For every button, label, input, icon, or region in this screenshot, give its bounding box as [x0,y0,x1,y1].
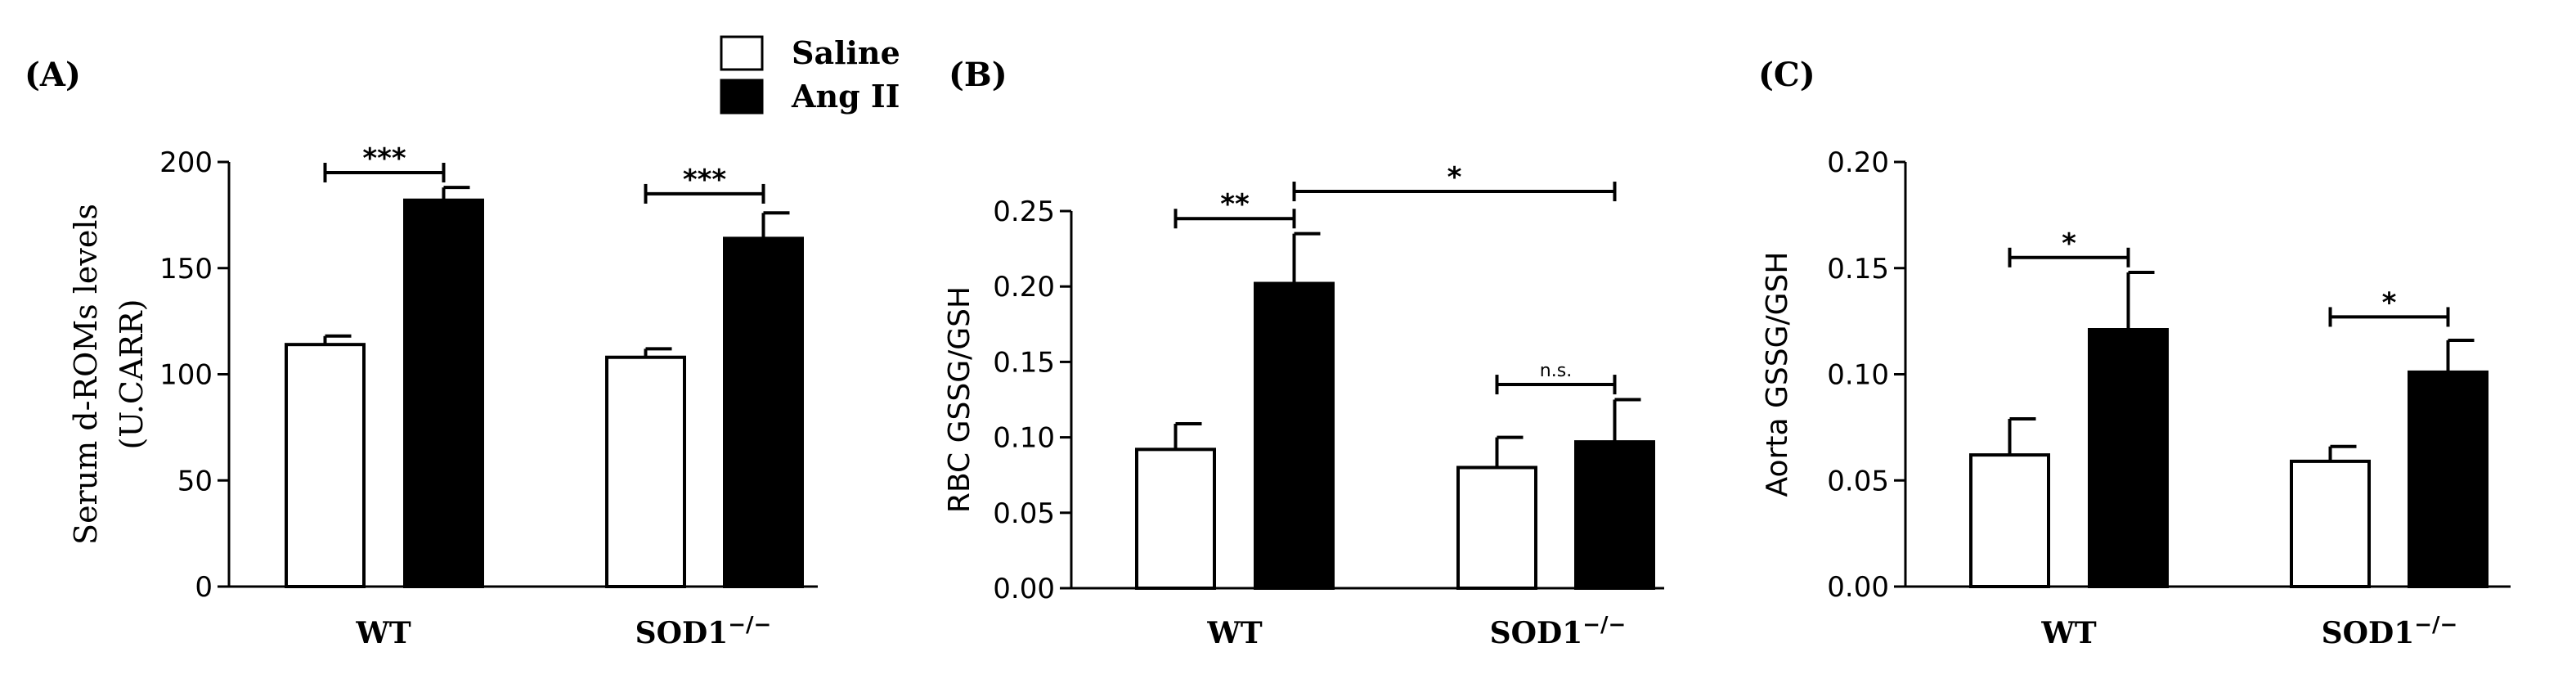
y-tick-label: 0.20 [993,271,1055,304]
y-tick-label: 0.25 [993,196,1055,228]
bar-sod1-ang-ii [2408,370,2488,588]
legend-label-ang-ii: Ang II [791,78,900,115]
significance-label: * [2062,227,2076,260]
panel-label-b: (B) [949,56,1008,94]
legend-swatch-saline [720,35,764,71]
bar-wt-ang-ii [403,198,484,589]
significance-label: * [1447,161,1462,194]
bar-wt-saline [1969,453,2050,588]
y-tick-label: 0.05 [1827,465,1889,497]
y-tick-label: 0 [195,571,213,604]
y-tick-label: 0.15 [1827,253,1889,286]
bar-wt-ang-ii [2088,328,2169,588]
legend-swatch-ang-ii [720,79,764,115]
panel-a: (A) 0 50 100 150 200 Serum d-ROMs levels (U.CAR… [25,56,818,650]
legend-label-saline: Saline [792,34,900,71]
x-tick-label: WT [2040,616,2096,650]
bar-wt-saline [1135,447,1216,590]
significance-label: ** [1220,188,1250,221]
x-tick-label: WT [355,616,411,650]
x-tick-label: WT [1206,616,1262,650]
y-axis-title: Serum d-ROMs levels [68,204,104,545]
y-tick-label: 0.15 [993,346,1055,379]
bar-wt-saline [285,343,366,588]
y-tick-label: 150 [159,253,213,286]
y-axis-subtitle: (U.CARR) [114,299,150,449]
bar-sod1-saline [1456,465,1537,590]
bar-sod1-ang-ii [723,236,804,588]
y-tick-label: 0.20 [1827,146,1889,179]
x-tick-label: SOD1−/− [2322,613,2458,650]
x-tick-label: SOD1−/− [635,613,772,650]
significance-label: n.s. [1540,361,1572,381]
bar-sod1-saline [605,355,686,588]
y-tick-label: 0.00 [1827,571,1889,604]
panel-label-c: (C) [1758,56,1815,94]
x-tick-label: SOD1−/− [1490,613,1627,650]
significance-label: *** [683,164,727,196]
y-tick-label: 0.05 [993,497,1055,530]
y-axis-title: Aorta GSSG/GSH [1761,252,1794,497]
y-tick-label: 50 [177,465,213,497]
y-tick-label: 200 [159,146,213,179]
y-tick-label: 0.10 [993,422,1055,455]
legend: Saline Ang II [720,34,900,115]
panel-b: (B) 0.00 0.05 0.10 0.15 0.20 0.25 RBC GSSG/GSH W… [943,56,1664,650]
bar-sod1-ang-ii [1574,440,1655,591]
bar-sod1-saline [2290,459,2371,589]
significance-label: * [2382,286,2397,319]
panel-c: (C) 0.00 0.05 0.10 0.15 0.20 Aorta GSSG/GSH WT S… [1758,56,2511,650]
y-tick-label: 0.00 [993,573,1055,605]
significance-label: *** [362,142,406,175]
panel-label-a: (A) [25,56,81,94]
bar-wt-ang-ii [1254,281,1335,590]
y-axis-title: RBC GSSG/GSH [943,286,976,513]
y-tick-label: 100 [159,359,213,392]
y-tick-label: 0.10 [1827,359,1889,392]
